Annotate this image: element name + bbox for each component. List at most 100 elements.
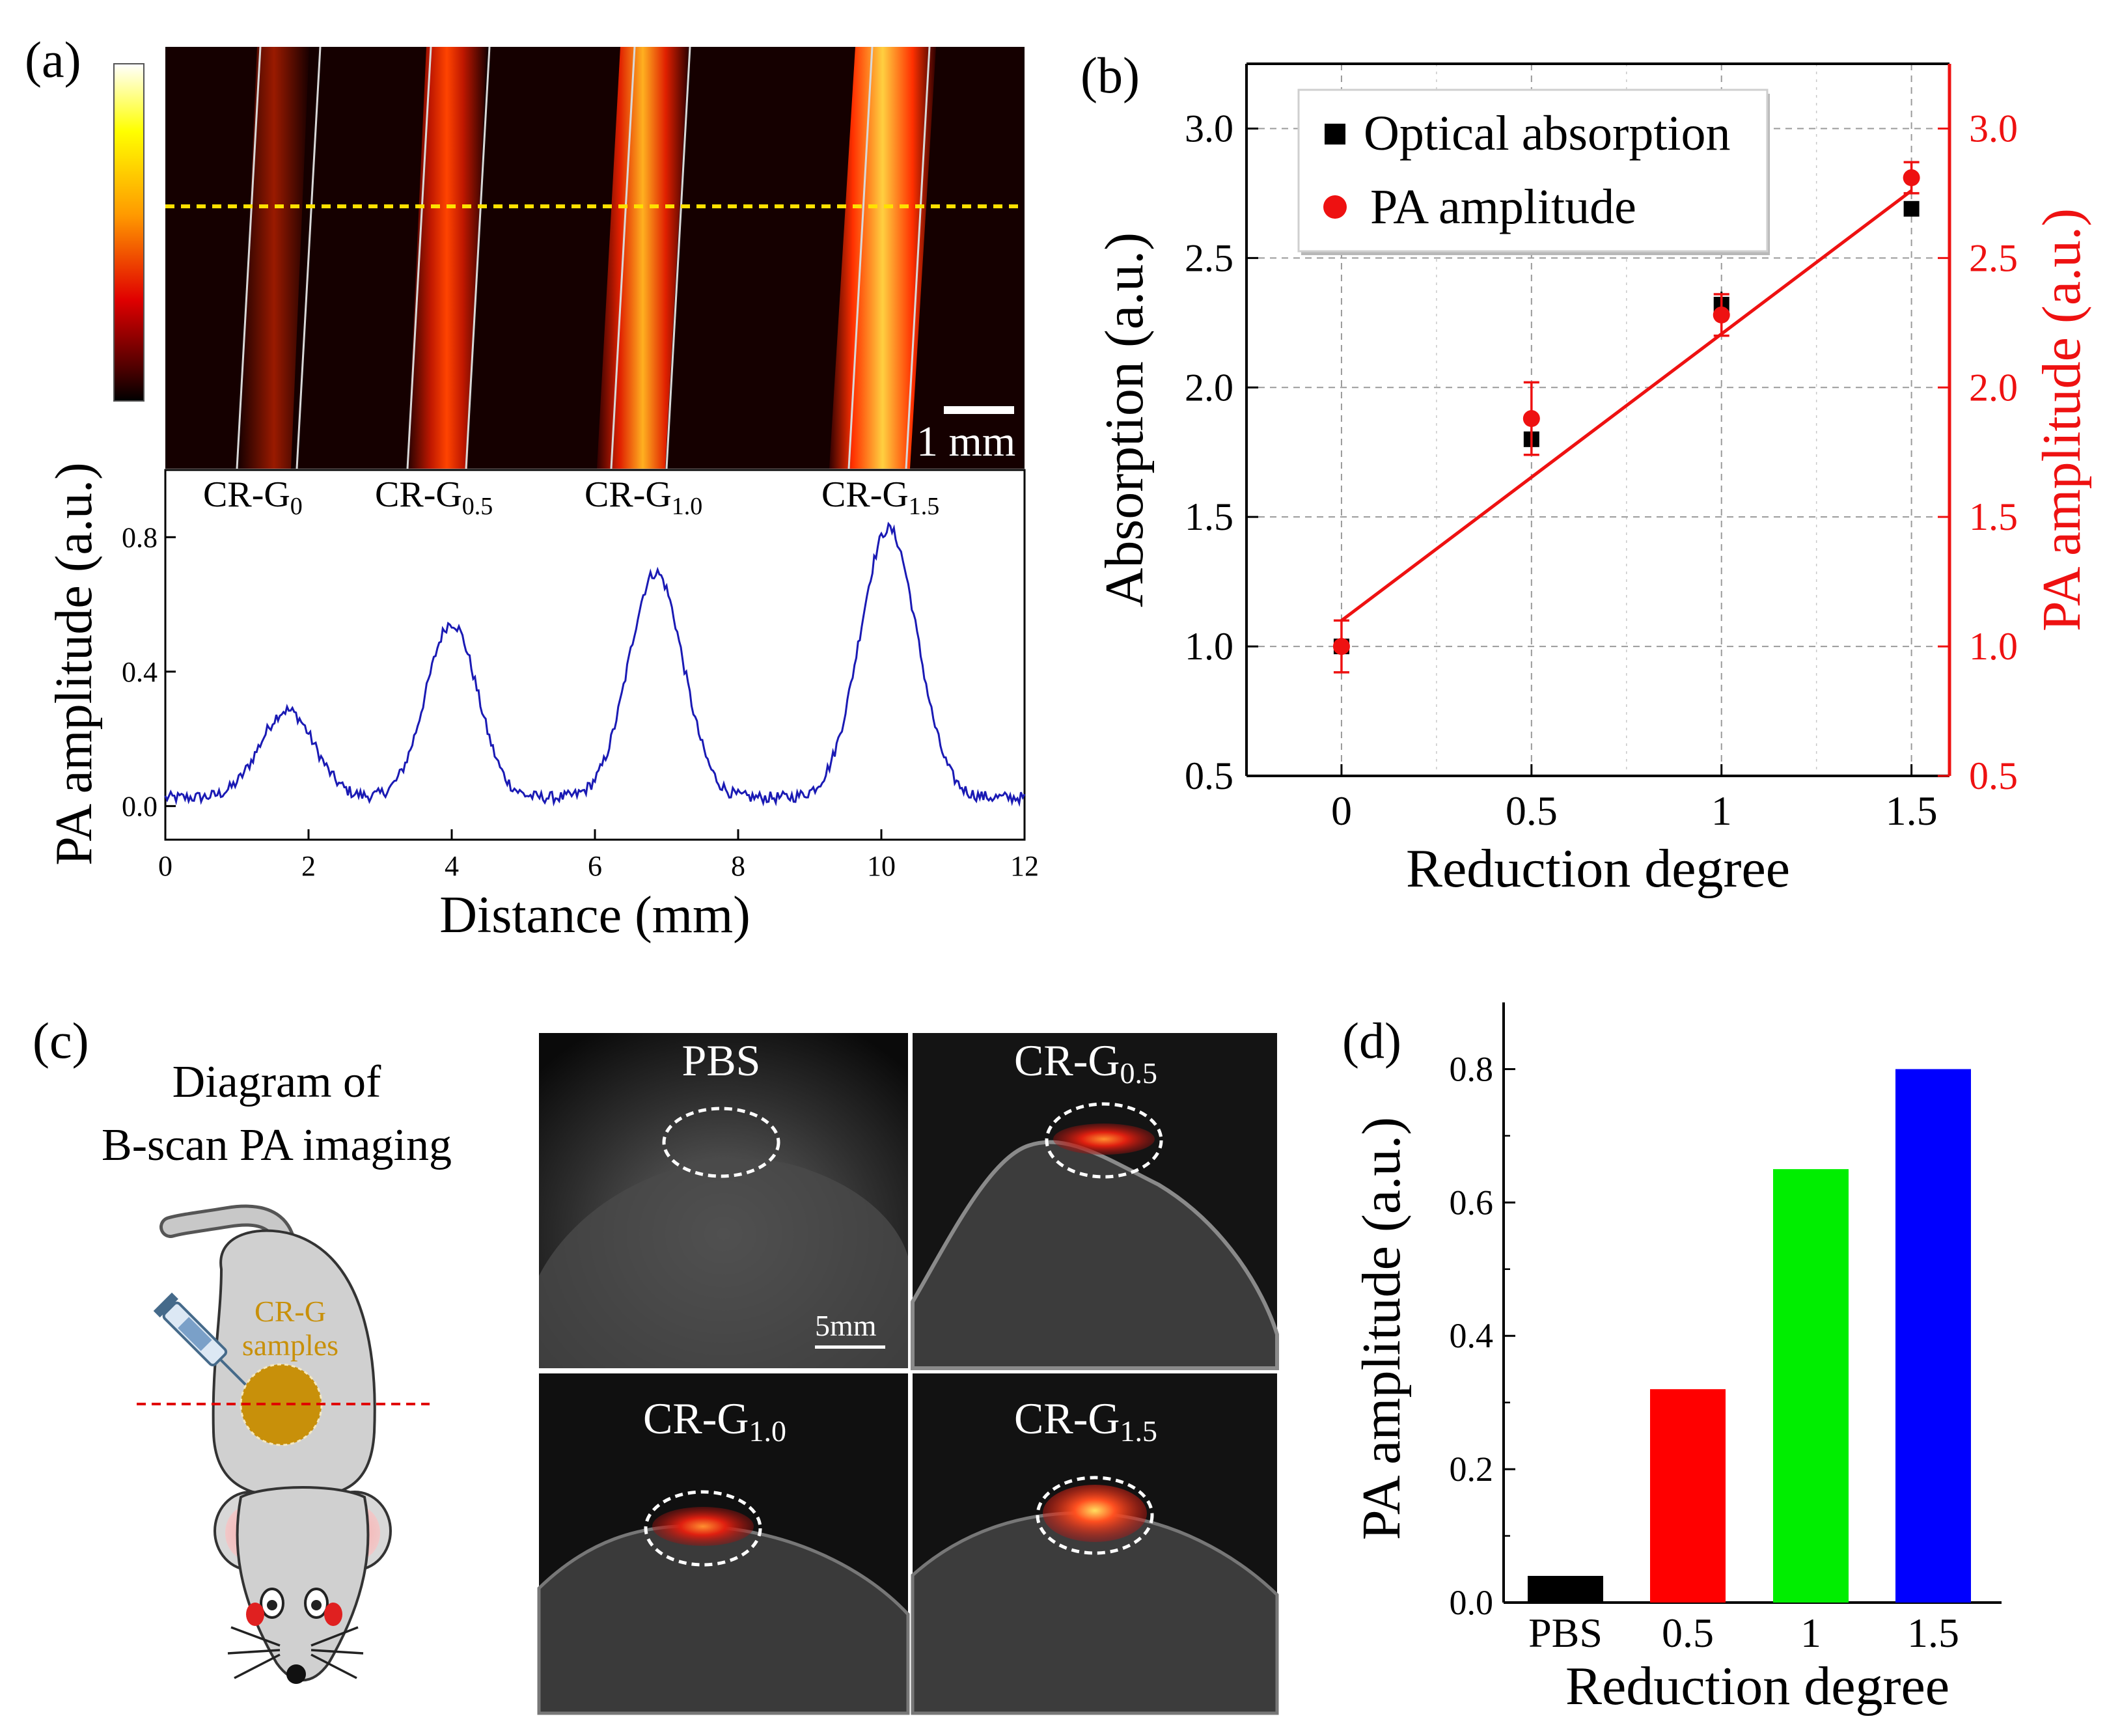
bscan-pbs: 5mm PBS: [539, 1033, 908, 1368]
scale-bar-1mm: [944, 406, 1014, 414]
mouse-pupil-left: [267, 1600, 277, 1610]
pa-profile-line: [164, 521, 1026, 807]
bar: [1895, 1069, 1971, 1603]
y-tick-label: 0.4: [122, 656, 158, 688]
y-tick-label: 3.0: [1185, 107, 1233, 150]
y-tick-label: 1.5: [1185, 495, 1233, 538]
legend-label-absorption: Optical absorption: [1364, 106, 1731, 161]
legend-marker-pa: [1323, 195, 1347, 219]
linear-fit-line: [1340, 189, 1913, 622]
bscan-label-cr-g05: CR-G0.5: [1014, 1036, 1157, 1090]
y-tick-label: 0.4: [1450, 1316, 1494, 1355]
samples-label-line1: CR-G: [255, 1295, 326, 1328]
pa-point: [1903, 169, 1920, 187]
absorption-chart: 0.5 0.5 1.0 1.0 1.5 1.5 2.0 2.0 2.5 2.5 3.0 3.0 0 0.5…: [1094, 62, 2092, 899]
bscan-cr-g05: CR-G0.5: [911, 1033, 1279, 1370]
roi-circle-15: [1036, 1476, 1154, 1555]
mouse-diagram: CR-G samples: [137, 1204, 430, 1684]
x-tick-label: 4: [445, 850, 459, 882]
sample-boundary-lines: [236, 46, 931, 469]
legend-marker-absorption: [1325, 124, 1345, 145]
bscan-label-pbs: PBS: [682, 1036, 761, 1085]
pa-signal-15: [1043, 1485, 1147, 1542]
x-tick-label: 1: [1711, 788, 1732, 834]
sample-label-cr-g15: CR-G1.5: [821, 475, 939, 520]
y2-tick-label: 1.0: [1969, 625, 2018, 668]
mouse-whiskers: [227, 1626, 364, 1679]
scale-bar-5mm-label: 5mm: [815, 1309, 877, 1342]
colorbar: [113, 63, 145, 402]
y-tick-label: 0.0: [1450, 1583, 1494, 1622]
mouse-body: [212, 1229, 376, 1499]
stripe-cr-g0: [239, 47, 309, 469]
x-tick-label: 0: [1331, 788, 1352, 834]
profile-chart: 0 2 4 6 8 10 12 0.0 0.4 0.8 Distance (mm) PA amplit…: [46, 462, 1039, 944]
y2-tick-label: 1.5: [1969, 495, 2018, 538]
stripe-cr-g15: [829, 47, 936, 469]
syringe-icon: [153, 1292, 247, 1386]
panel-a-label: (a): [25, 31, 81, 88]
pa-signal-05: [1053, 1123, 1155, 1155]
y2-tick-label: 2.0: [1969, 366, 2018, 409]
pa-point: [1332, 638, 1350, 655]
bar: [1773, 1169, 1849, 1603]
bscan-label-cr-g10: CR-G1.0: [643, 1394, 786, 1448]
pa-point: [1713, 306, 1730, 324]
bscan-label-cr-g15: CR-G1.5: [1014, 1394, 1157, 1448]
y2-tick-label: 0.5: [1969, 754, 2018, 797]
bscan-cr-g15: CR-G1.5: [911, 1373, 1279, 1715]
y-tick-label: 1.0: [1185, 625, 1233, 668]
legend-label-pa: PA amplitude: [1370, 180, 1636, 234]
diagram-title-line2: B-scan PA imaging: [102, 1120, 452, 1170]
x-axis-title: Reduction degree: [1406, 838, 1790, 899]
y-axis-title: PA amplitude (a.u.): [46, 462, 103, 865]
x-tick-label: 0.5: [1506, 788, 1558, 834]
bscan-image-grid: 5mm PBS CR-G0.5 CR-G1.0: [537, 1033, 1279, 1715]
roi-circle-05: [1045, 1102, 1163, 1179]
pa-point: [1522, 410, 1540, 428]
stripe-cr-g10: [597, 47, 689, 469]
x-tick-label: 0: [158, 850, 172, 882]
roi-circle-10: [644, 1490, 762, 1567]
x-tick-label: 1.5: [1907, 1610, 1959, 1656]
legend-box: [1297, 89, 1769, 253]
bar: [1650, 1389, 1726, 1603]
absorption-point: [1903, 200, 1920, 217]
roi-circle-pbs: [662, 1107, 780, 1178]
mouse-cheek-left: [246, 1603, 264, 1626]
bscan-05-tissue: [911, 1140, 1279, 1370]
y-tick-label: 0.0: [122, 790, 158, 822]
panel-b: (b) 0.5 0.5 1.0 1.0 1.5 1.5 2.0 2.0 2.5 2.5 3.0 3.0…: [1081, 47, 2092, 899]
diagram-title-line1: Diagram of: [172, 1057, 381, 1107]
scale-bar-1mm-label: 1 mm: [916, 418, 1015, 465]
sample-label-cr-g0: CR-G0: [203, 475, 303, 520]
samples-label-line2: samples: [242, 1329, 338, 1362]
mouse-cheek-right: [324, 1603, 342, 1626]
scale-bar-5mm: [815, 1345, 885, 1349]
bscan-pbs-tissue: [539, 1158, 908, 1368]
y-axis-title: Absorption (a.u.): [1094, 232, 1155, 607]
x-axis-title: Reduction degree: [1565, 1656, 1949, 1716]
panel-d-label: (d): [1342, 1012, 1401, 1069]
y-tick-label: 2.0: [1185, 366, 1233, 409]
y-axis-title: PA amplitude (a.u.): [1351, 1117, 1412, 1540]
x-tick-label: 1: [1800, 1610, 1821, 1656]
mouse-nose: [286, 1664, 306, 1684]
x-tick-label: 6: [588, 850, 602, 882]
y-tick-label: 0.8: [1450, 1049, 1494, 1088]
y-tick-label: 0.6: [1450, 1183, 1494, 1222]
x-tick-label: 2: [301, 850, 316, 882]
y-tick-label: 0.5: [1185, 754, 1233, 797]
sample-label-cr-g05: CR-G0.5: [375, 475, 493, 520]
y2-tick-label: 2.5: [1969, 236, 2018, 279]
x-tick-label: 10: [867, 850, 896, 882]
y2-axis-title: PA amplitude (a.u.): [2031, 208, 2092, 631]
y-tick-label: 0.8: [122, 521, 158, 553]
panel-c-label: (c): [33, 1012, 89, 1069]
y2-tick-label: 3.0: [1969, 107, 2018, 150]
y-tick-label: 2.5: [1185, 236, 1233, 279]
x-tick-label: 12: [1010, 850, 1039, 882]
x-tick-label: 0.5: [1662, 1610, 1714, 1656]
